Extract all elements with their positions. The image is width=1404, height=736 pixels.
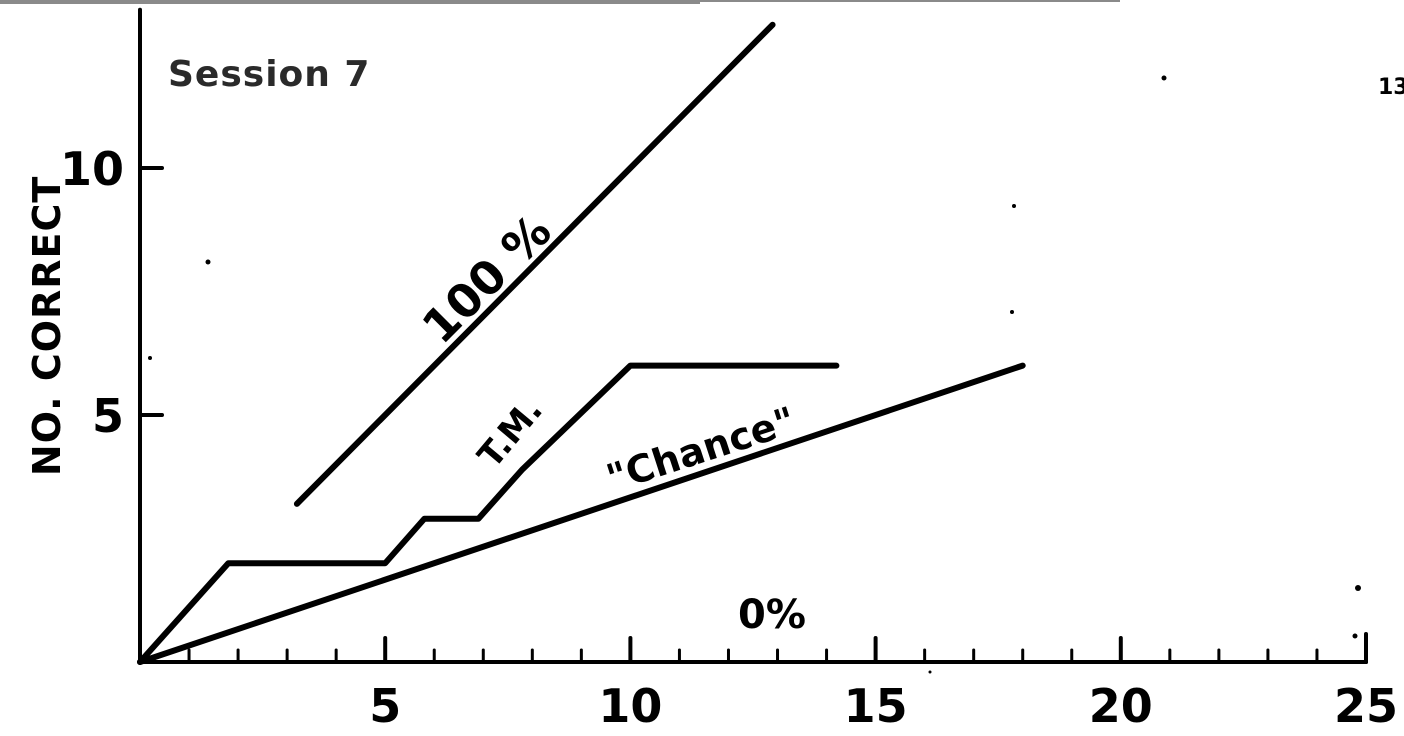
scan-speck bbox=[1012, 204, 1016, 208]
scan-top-edge-right bbox=[700, 0, 1120, 2]
scan-specks bbox=[148, 75, 1361, 674]
y-ticks: 5 10 bbox=[60, 142, 164, 443]
scan-speck bbox=[1161, 75, 1167, 81]
y-axis-label: NO. CORRECT bbox=[25, 176, 69, 476]
label-100-percent: 100 % bbox=[412, 204, 562, 354]
annotation-zero-percent: 0% bbox=[738, 592, 806, 638]
series-line-tm bbox=[137, 362, 840, 665]
scan-speck bbox=[1355, 585, 1361, 591]
x-tick-label: 5 bbox=[369, 679, 401, 733]
chart-title: Session 7 bbox=[168, 54, 370, 95]
label-chance: "Chance" bbox=[601, 398, 801, 500]
x-tick-label: 20 bbox=[1089, 679, 1153, 733]
x-tick-label: 15 bbox=[844, 679, 908, 733]
scan-top-edge bbox=[0, 0, 700, 4]
y-tick-label: 10 bbox=[60, 142, 124, 196]
series-layer bbox=[137, 21, 1026, 665]
label-tm: T.M. bbox=[470, 391, 551, 476]
scan-speck bbox=[1352, 633, 1358, 639]
series-line-chance bbox=[137, 362, 1026, 665]
scan-speck bbox=[205, 259, 211, 265]
x-tick-label: 25 bbox=[1334, 679, 1398, 733]
x-axis: 5 10 15 20 25 bbox=[138, 632, 1398, 733]
scan-speck bbox=[148, 356, 152, 360]
y-tick-label: 5 bbox=[92, 389, 124, 443]
series-line-100-percent bbox=[293, 21, 776, 507]
scan-speck bbox=[1010, 310, 1014, 314]
page-number: 13 bbox=[1378, 75, 1404, 100]
scan-speck bbox=[928, 670, 932, 674]
x-ticks: 5 10 15 20 25 bbox=[187, 636, 1398, 733]
y-axis: 5 10 NO. CORRECT bbox=[25, 7, 164, 664]
x-tick-label: 10 bbox=[598, 679, 662, 733]
